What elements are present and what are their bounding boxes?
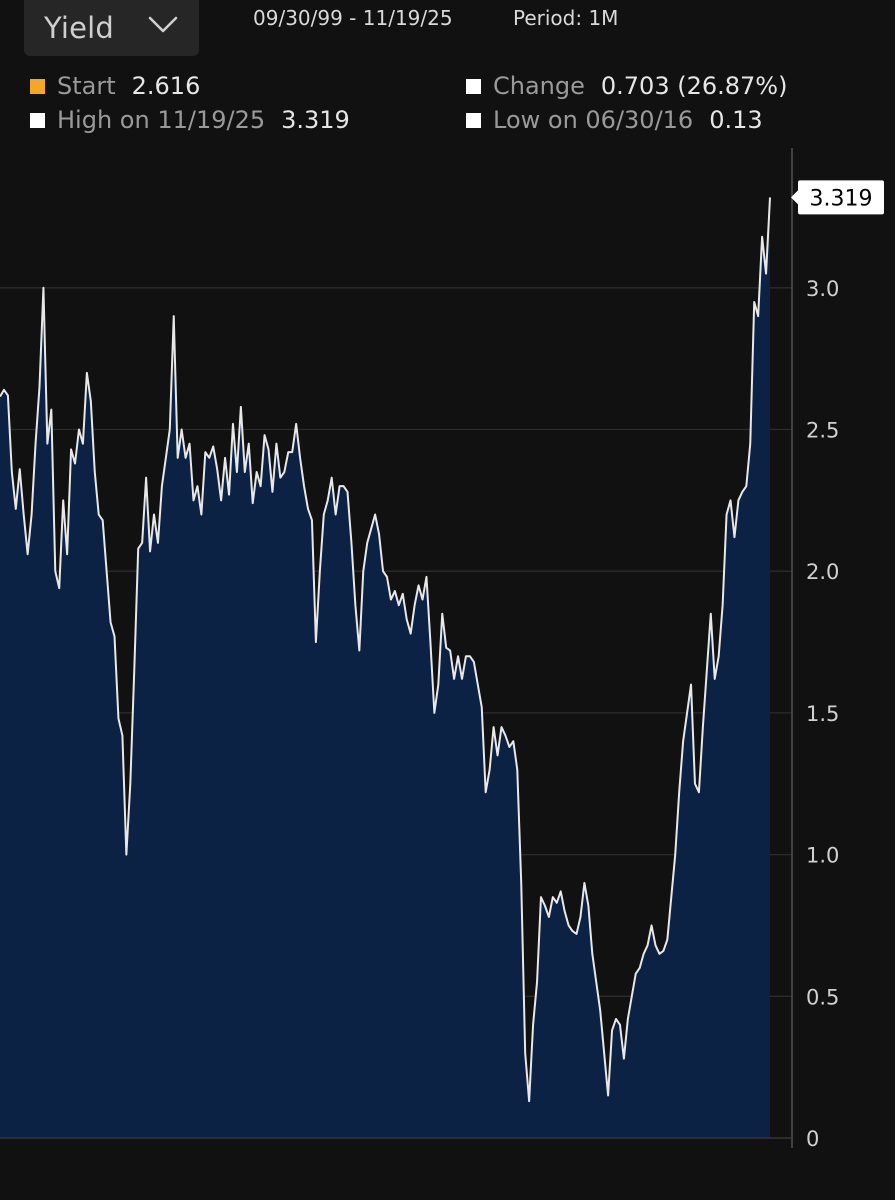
- stat-change-value: 0.703 (26.87%): [600, 72, 788, 100]
- chart-header: Yield 09/30/99 - 11/19/25 Period: 1M: [0, 0, 895, 58]
- stat-start-label: Start: [57, 72, 116, 100]
- stat-low-label: Low on 06/30/16: [493, 106, 694, 134]
- y-tick-label: 2.0: [806, 560, 839, 584]
- period-selector[interactable]: Period: 1M: [513, 6, 619, 30]
- chart-area[interactable]: 0 0.5 1.0 1.5 2.0 2.5 3.0 3.319: [0, 148, 895, 1148]
- y-tick-label: 0.5: [806, 985, 839, 1009]
- stat-low: Low on 06/30/16 0.13: [466, 106, 763, 134]
- stat-change: Change 0.703 (26.87%): [466, 72, 787, 100]
- y-tick-label: 1.5: [806, 702, 839, 726]
- low-marker-icon: [466, 112, 481, 128]
- last-value-pointer: [791, 190, 798, 205]
- series-line: [0, 197, 771, 1103]
- start-marker-icon: [30, 78, 45, 94]
- last-value-badge: [798, 180, 884, 215]
- y-tick-label: 0: [806, 1127, 819, 1148]
- series-dropdown-label: Yield: [44, 11, 115, 45]
- series-dropdown[interactable]: Yield: [24, 0, 199, 56]
- area-fill: [0, 197, 770, 1138]
- last-value-label: 3.319: [810, 186, 873, 211]
- y-tick-label: 2.5: [806, 419, 839, 443]
- stat-low-value: 0.13: [709, 106, 763, 134]
- yield-chart[interactable]: 0 0.5 1.0 1.5 2.0 2.5 3.0 3.319: [0, 148, 895, 1148]
- y-tick-label: 1.0: [806, 844, 839, 868]
- stat-high-label: High on 11/19/25: [57, 106, 266, 134]
- stat-change-label: Change: [493, 72, 585, 100]
- chevron-down-icon: [148, 16, 178, 33]
- stat-high-value: 3.319: [281, 106, 350, 134]
- stat-high: High on 11/19/25 3.319: [30, 106, 350, 134]
- change-marker-icon: [466, 78, 481, 94]
- high-marker-icon: [30, 112, 45, 128]
- stat-start: Start 2.616: [30, 72, 200, 100]
- y-tick-label: 3.0: [806, 277, 839, 301]
- stat-start-value: 2.616: [131, 72, 201, 100]
- date-range[interactable]: 09/30/99 - 11/19/25: [253, 6, 453, 30]
